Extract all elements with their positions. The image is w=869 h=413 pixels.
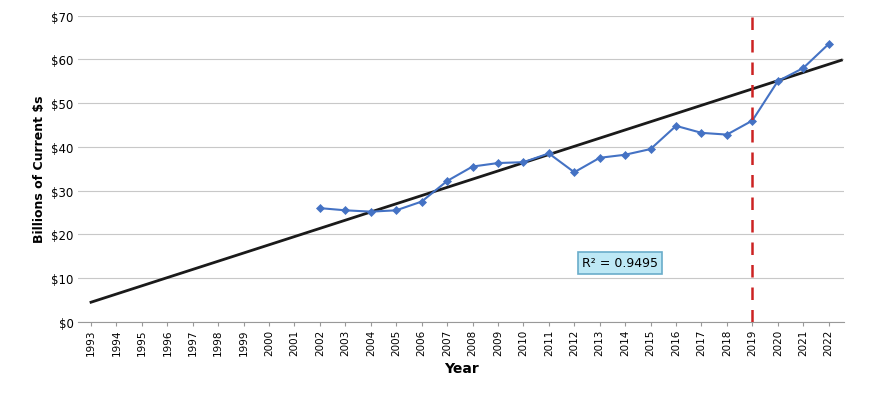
X-axis label: Year: Year: [443, 361, 478, 375]
Text: R² = 0.9495: R² = 0.9495: [581, 257, 657, 270]
Y-axis label: Billions of Current $s: Billions of Current $s: [32, 96, 45, 243]
